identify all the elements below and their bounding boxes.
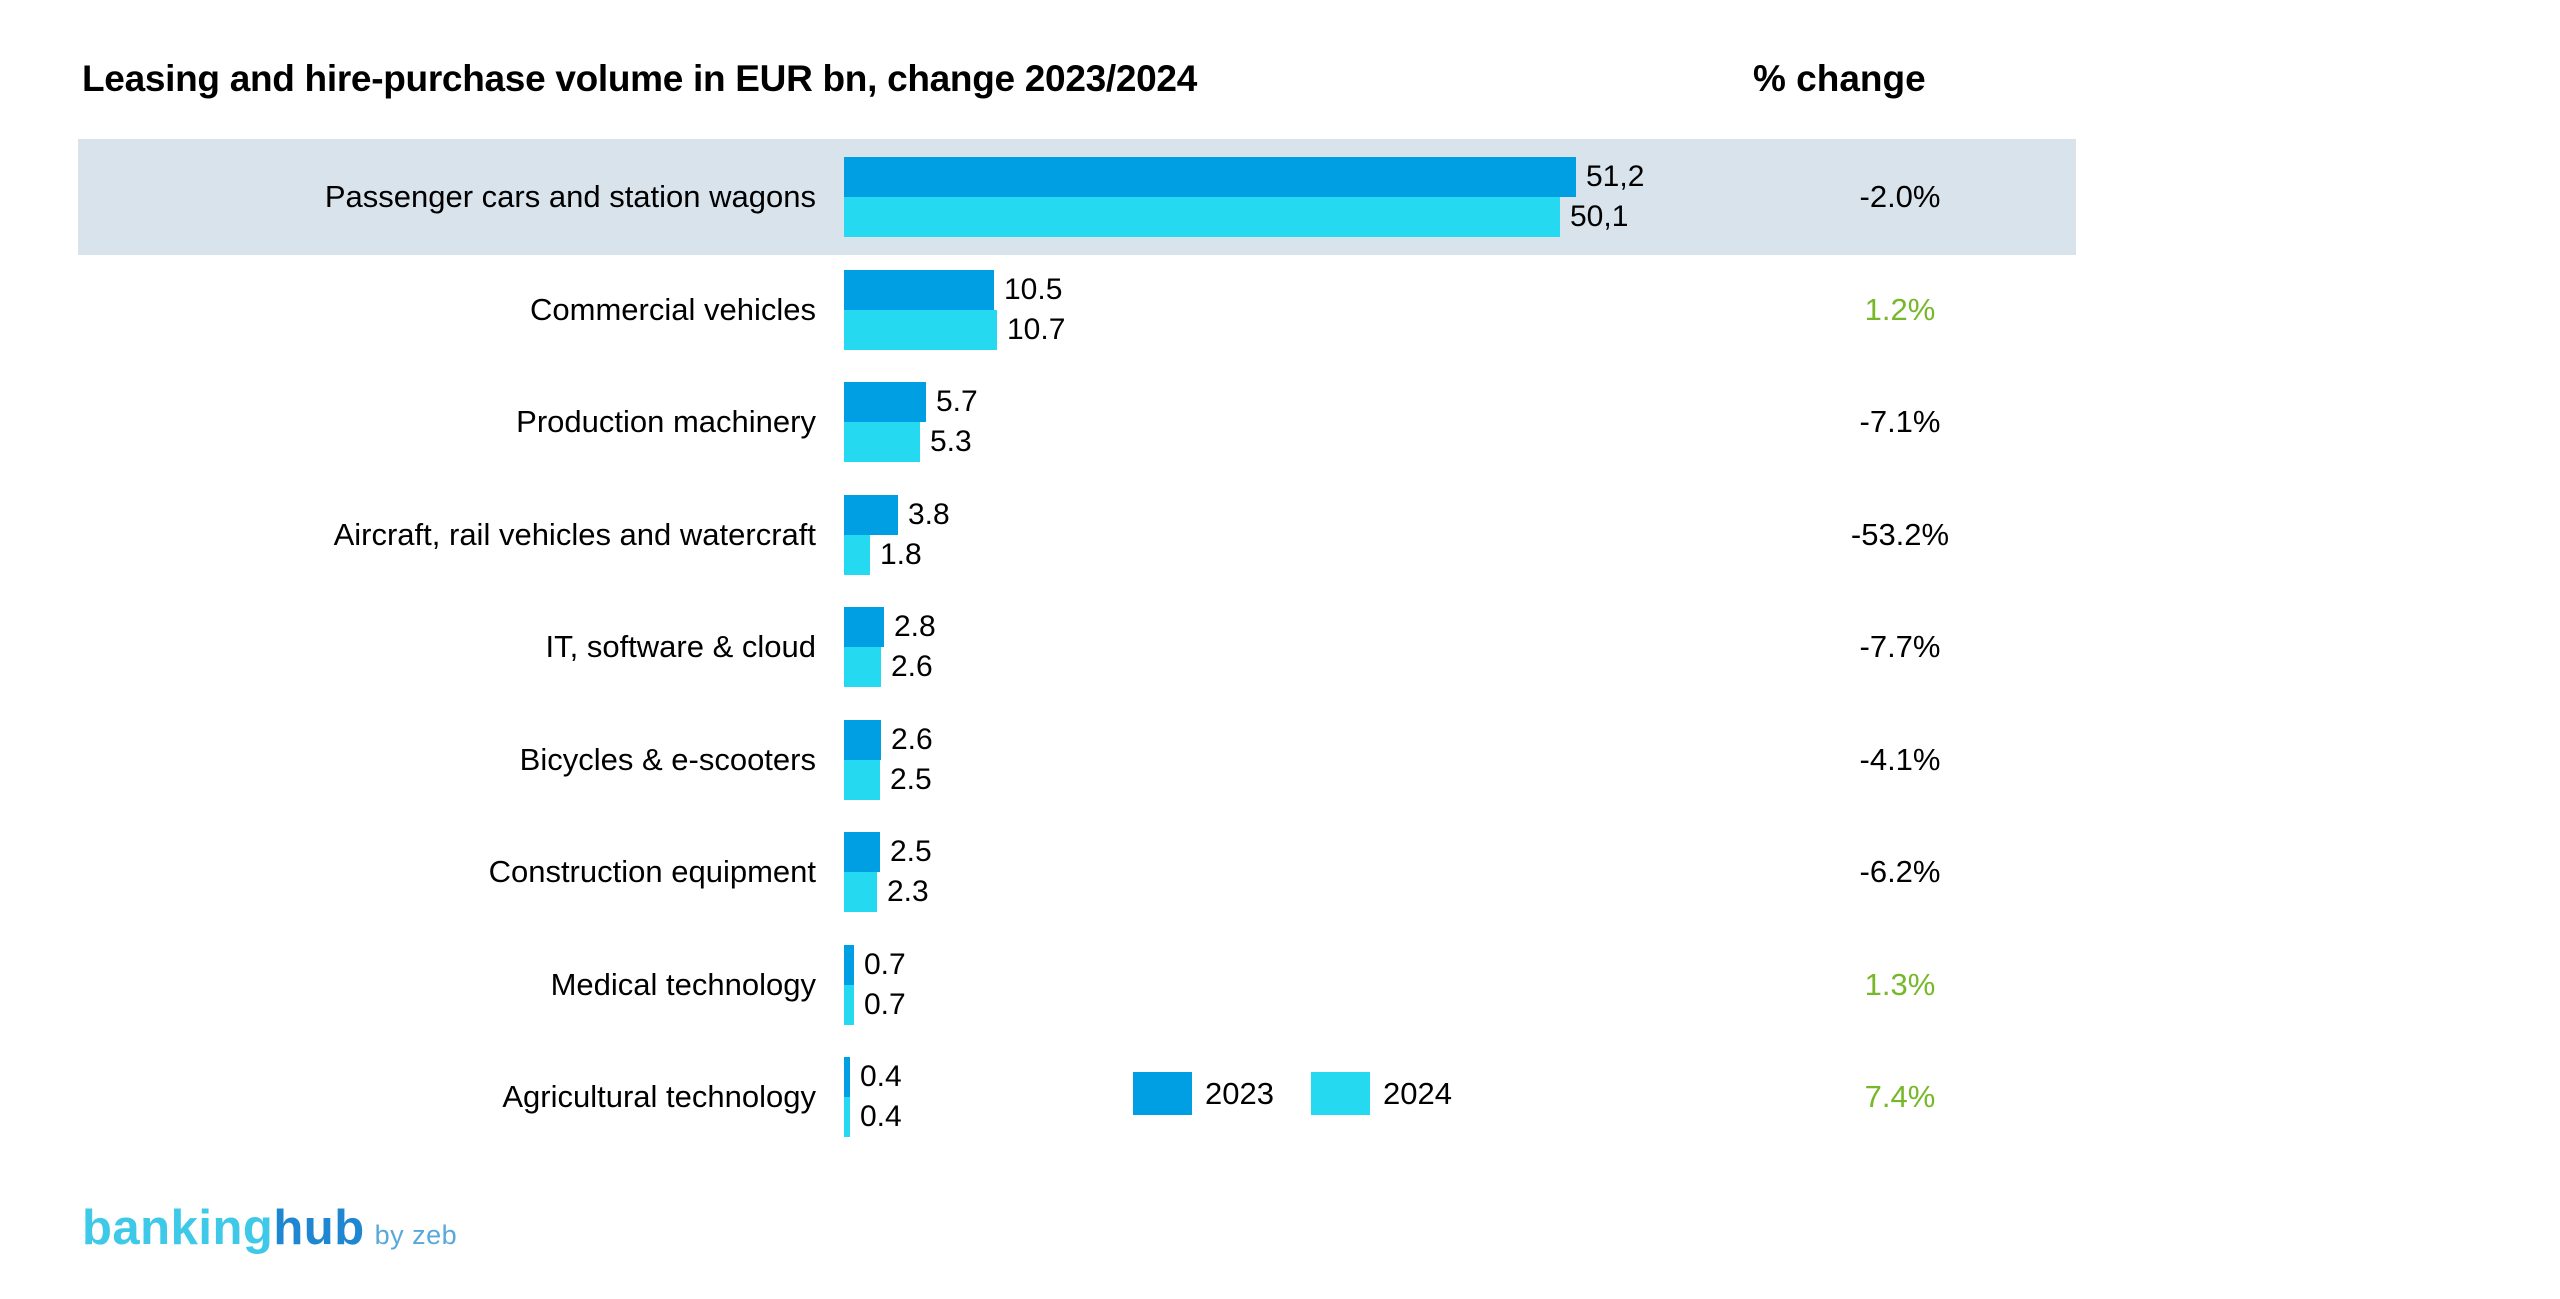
legend-swatch-2023: [1133, 1072, 1192, 1115]
value-label-2023: 0.4: [860, 1060, 902, 1093]
bar-2023: [844, 1057, 850, 1097]
bar-2023: [844, 944, 854, 985]
category-row: Construction equipment 2.5 2.3 -6.2%: [78, 814, 2076, 930]
chart-title: Leasing and hire-purchase volume in EUR …: [82, 58, 1197, 99]
bar-2024: [844, 422, 920, 462]
category-label: Aircraft, rail vehicles and watercraft: [333, 516, 816, 552]
legend: 2023 2024: [1133, 1072, 1452, 1115]
logo-text-hub: hub: [273, 1201, 365, 1255]
bar-2023: [844, 719, 881, 760]
bar-2024: [844, 534, 870, 575]
value-label-2024: 2.3: [887, 875, 929, 908]
value-label-2024: 10.7: [1007, 312, 1066, 346]
bar-2024: [844, 759, 880, 800]
category-label: Passenger cars and station wagons: [324, 179, 816, 214]
value-label-2024: 1.8: [880, 537, 922, 571]
category-row: Aircraft, rail vehicles and watercraft 3.…: [78, 477, 2076, 593]
bar-2024: [844, 309, 997, 350]
bar-2024: [844, 647, 881, 687]
value-label-2023: 3.8: [908, 497, 950, 531]
value-label-2023: 51,2: [1586, 160, 1645, 193]
bar-2024: [844, 1097, 850, 1137]
pct-change-value: -7.1%: [1859, 404, 1941, 439]
value-label-2024: 0.7: [864, 987, 906, 1021]
value-label-2023: 0.7: [864, 947, 906, 981]
bar-2023: [844, 494, 898, 535]
pct-change-value: -4.1%: [1859, 741, 1941, 777]
bar-2023: [844, 157, 1576, 197]
bar-2024: [844, 197, 1560, 237]
category-row: Agricultural technology 0.4 0.4 7.4%: [78, 1039, 2076, 1155]
value-label-2023: 2.6: [891, 722, 933, 756]
category-label: Medical technology: [550, 966, 816, 1002]
value-label-2024: 2.6: [891, 650, 933, 683]
category-row: Commercial vehicles 10.5 10.7 1.2%: [78, 252, 2076, 368]
logo-text-byline: by zeb: [374, 1220, 458, 1250]
category-label: IT, software & cloud: [545, 629, 816, 664]
value-label-2023: 2.5: [890, 835, 932, 868]
bankinghub-logo: banking hub by zeb: [82, 1200, 457, 1256]
pct-change-header: % change: [1753, 58, 1926, 99]
value-label-2024: 2.5: [890, 762, 932, 796]
value-label-2023: 5.7: [936, 385, 978, 418]
category-label: Production machinery: [516, 404, 816, 439]
category-label: Bicycles & e-scooters: [519, 741, 816, 777]
category-row: IT, software & cloud 2.8 2.6 -7.7%: [78, 589, 2076, 705]
value-label-2023: 10.5: [1004, 272, 1063, 306]
legend-label-2024: 2024: [1382, 1075, 1452, 1111]
category-row: Production machinery 5.7 5.3 -7.1%: [78, 364, 2076, 480]
bar-2023: [844, 382, 926, 422]
bar-2023: [844, 607, 884, 647]
category-label: Construction equipment: [488, 854, 816, 889]
pct-change-value: 1.2%: [1864, 291, 1936, 327]
bar-2023: [844, 269, 994, 310]
value-label-2024: 5.3: [930, 425, 972, 458]
category-label: Commercial vehicles: [530, 291, 816, 327]
category-row: Bicycles & e-scooters 2.6 2.5 -4.1%: [78, 702, 2076, 818]
bar-2024: [844, 984, 854, 1025]
bar-2023: [844, 832, 880, 872]
category-row: Medical technology 0.7 0.7 1.3%: [78, 927, 2076, 1043]
value-label-2023: 2.8: [894, 610, 936, 643]
legend-swatch-2024: [1310, 1072, 1370, 1115]
pct-change-value: 1.3%: [1864, 966, 1936, 1002]
pct-change-value: 7.4%: [1864, 1079, 1936, 1114]
logo-text-banking: banking: [82, 1201, 274, 1255]
value-label-2024: 50,1: [1570, 200, 1629, 233]
pct-change-value: -6.2%: [1859, 854, 1941, 889]
value-label-2024: 0.4: [860, 1100, 902, 1133]
bar-2024: [844, 872, 877, 912]
pct-change-value: -2.0%: [1859, 179, 1941, 214]
legend-label-2023: 2023: [1205, 1075, 1274, 1111]
category-row: Passenger cars and station wagons 51,2 50,…: [78, 139, 2076, 255]
pct-change-value: -53.2%: [1850, 516, 1950, 552]
category-label: Agricultural technology: [502, 1079, 816, 1114]
pct-change-value: -7.7%: [1859, 629, 1941, 664]
